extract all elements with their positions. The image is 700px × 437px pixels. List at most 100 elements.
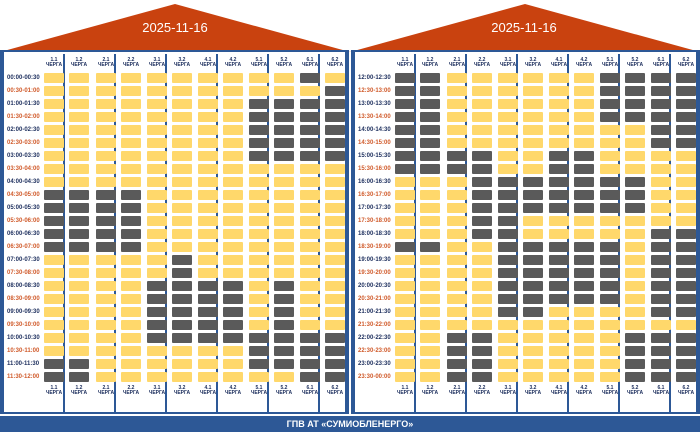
power-cell (300, 190, 320, 200)
power-cell (523, 151, 543, 161)
power-cell (121, 255, 141, 265)
power-cell (249, 164, 269, 174)
power-cell (325, 268, 345, 278)
outage-cell (447, 372, 467, 382)
power-cell (147, 177, 167, 187)
power-cell (96, 268, 116, 278)
queue-number: 2.2 (478, 385, 486, 391)
outage-cell (549, 203, 569, 213)
queue-number: 6.1 (306, 57, 314, 63)
outage-cell (147, 307, 167, 317)
power-cell (447, 255, 467, 265)
power-cell (447, 112, 467, 122)
outage-cell (676, 307, 696, 317)
power-cell (274, 216, 294, 226)
power-cell (223, 190, 243, 200)
power-cell (523, 372, 543, 382)
power-cell (121, 320, 141, 330)
queue-label: ЧЕРГА (224, 62, 242, 68)
outage-cell (651, 372, 671, 382)
queue-number: 2.2 (127, 385, 135, 391)
outage-cell (600, 73, 620, 83)
outage-cell (147, 333, 167, 343)
queue-header-top-4.1: 4.1 ЧЕРГА (198, 58, 218, 68)
power-cell (523, 333, 543, 343)
power-cell (96, 333, 116, 343)
power-cell (676, 203, 696, 213)
time-slot-label: 00:00-00:30 (7, 75, 40, 81)
power-cell (121, 294, 141, 304)
power-cell (325, 177, 345, 187)
power-cell (498, 359, 518, 369)
queue-header-bottom-3.1: 3.1 ЧЕРГА (498, 386, 518, 396)
queue-label: ЧЕРГА (421, 62, 439, 68)
power-cell (198, 138, 218, 148)
outage-cell (420, 125, 440, 135)
time-slot-label: 04:00-04:30 (7, 179, 40, 185)
power-cell (44, 86, 64, 96)
power-cell (44, 294, 64, 304)
queue-header-bottom-4.2: 4.2 ЧЕРГА (223, 386, 243, 396)
power-cell (121, 125, 141, 135)
outage-cell (172, 255, 192, 265)
power-cell (549, 138, 569, 148)
queue-number: 6.2 (682, 57, 690, 63)
queue-number: 3.2 (178, 57, 186, 63)
outage-cell (121, 216, 141, 226)
queue-label: ЧЕРГА (250, 62, 268, 68)
power-cell (625, 255, 645, 265)
power-cell (147, 73, 167, 83)
queue-number: 6.2 (331, 385, 339, 391)
time-slot-label: 04:30-05:00 (7, 192, 40, 198)
power-cell (249, 229, 269, 239)
outage-cell (274, 151, 294, 161)
time-slot-label: 20:30-21:00 (358, 296, 391, 302)
power-cell (447, 281, 467, 291)
queue-header-top-1.2: 1.2 ЧЕРГА (420, 58, 440, 68)
time-slot-label: 01:30-02:00 (7, 114, 40, 120)
power-cell (198, 242, 218, 252)
outage-cell (420, 112, 440, 122)
time-slot-label: 20:00-20:30 (358, 283, 391, 289)
power-cell (574, 138, 594, 148)
outage-cell (300, 372, 320, 382)
power-cell (96, 99, 116, 109)
outage-cell (651, 86, 671, 96)
power-cell (249, 255, 269, 265)
queue-number: 2.1 (102, 385, 110, 391)
power-cell (96, 73, 116, 83)
power-cell (472, 99, 492, 109)
outage-cell (498, 294, 518, 304)
outage-cell (274, 281, 294, 291)
queue-label: ЧЕРГА (473, 390, 491, 396)
power-cell (549, 359, 569, 369)
power-cell (96, 346, 116, 356)
outage-cell (300, 99, 320, 109)
queue-label: ЧЕРГА (524, 390, 542, 396)
power-cell (44, 281, 64, 291)
queue-header-top-4.2: 4.2 ЧЕРГА (574, 58, 594, 68)
power-cell (69, 151, 89, 161)
outage-cell (600, 177, 620, 187)
queue-number: 4.2 (580, 385, 588, 391)
queue-header-bottom-1.2: 1.2 ЧЕРГА (420, 386, 440, 396)
power-cell (395, 177, 415, 187)
power-cell (121, 333, 141, 343)
power-cell (447, 86, 467, 96)
power-cell (44, 164, 64, 174)
power-cell (395, 320, 415, 330)
outage-cell (274, 294, 294, 304)
outage-cell (472, 372, 492, 382)
power-cell (523, 164, 543, 174)
power-cell (69, 86, 89, 96)
outage-cell (96, 190, 116, 200)
power-cell (96, 372, 116, 382)
queue-header-bottom-2.2: 2.2 ЧЕРГА (472, 386, 492, 396)
queue-header-top-6.1: 6.1 ЧЕРГА (651, 58, 671, 68)
time-slot-label: 12:00-12:30 (358, 75, 391, 81)
time-slot-label: 08:00-08:30 (7, 283, 40, 289)
power-cell (172, 177, 192, 187)
outage-cell (600, 294, 620, 304)
power-cell (574, 359, 594, 369)
queue-header-bottom-3.2: 3.2 ЧЕРГА (523, 386, 543, 396)
